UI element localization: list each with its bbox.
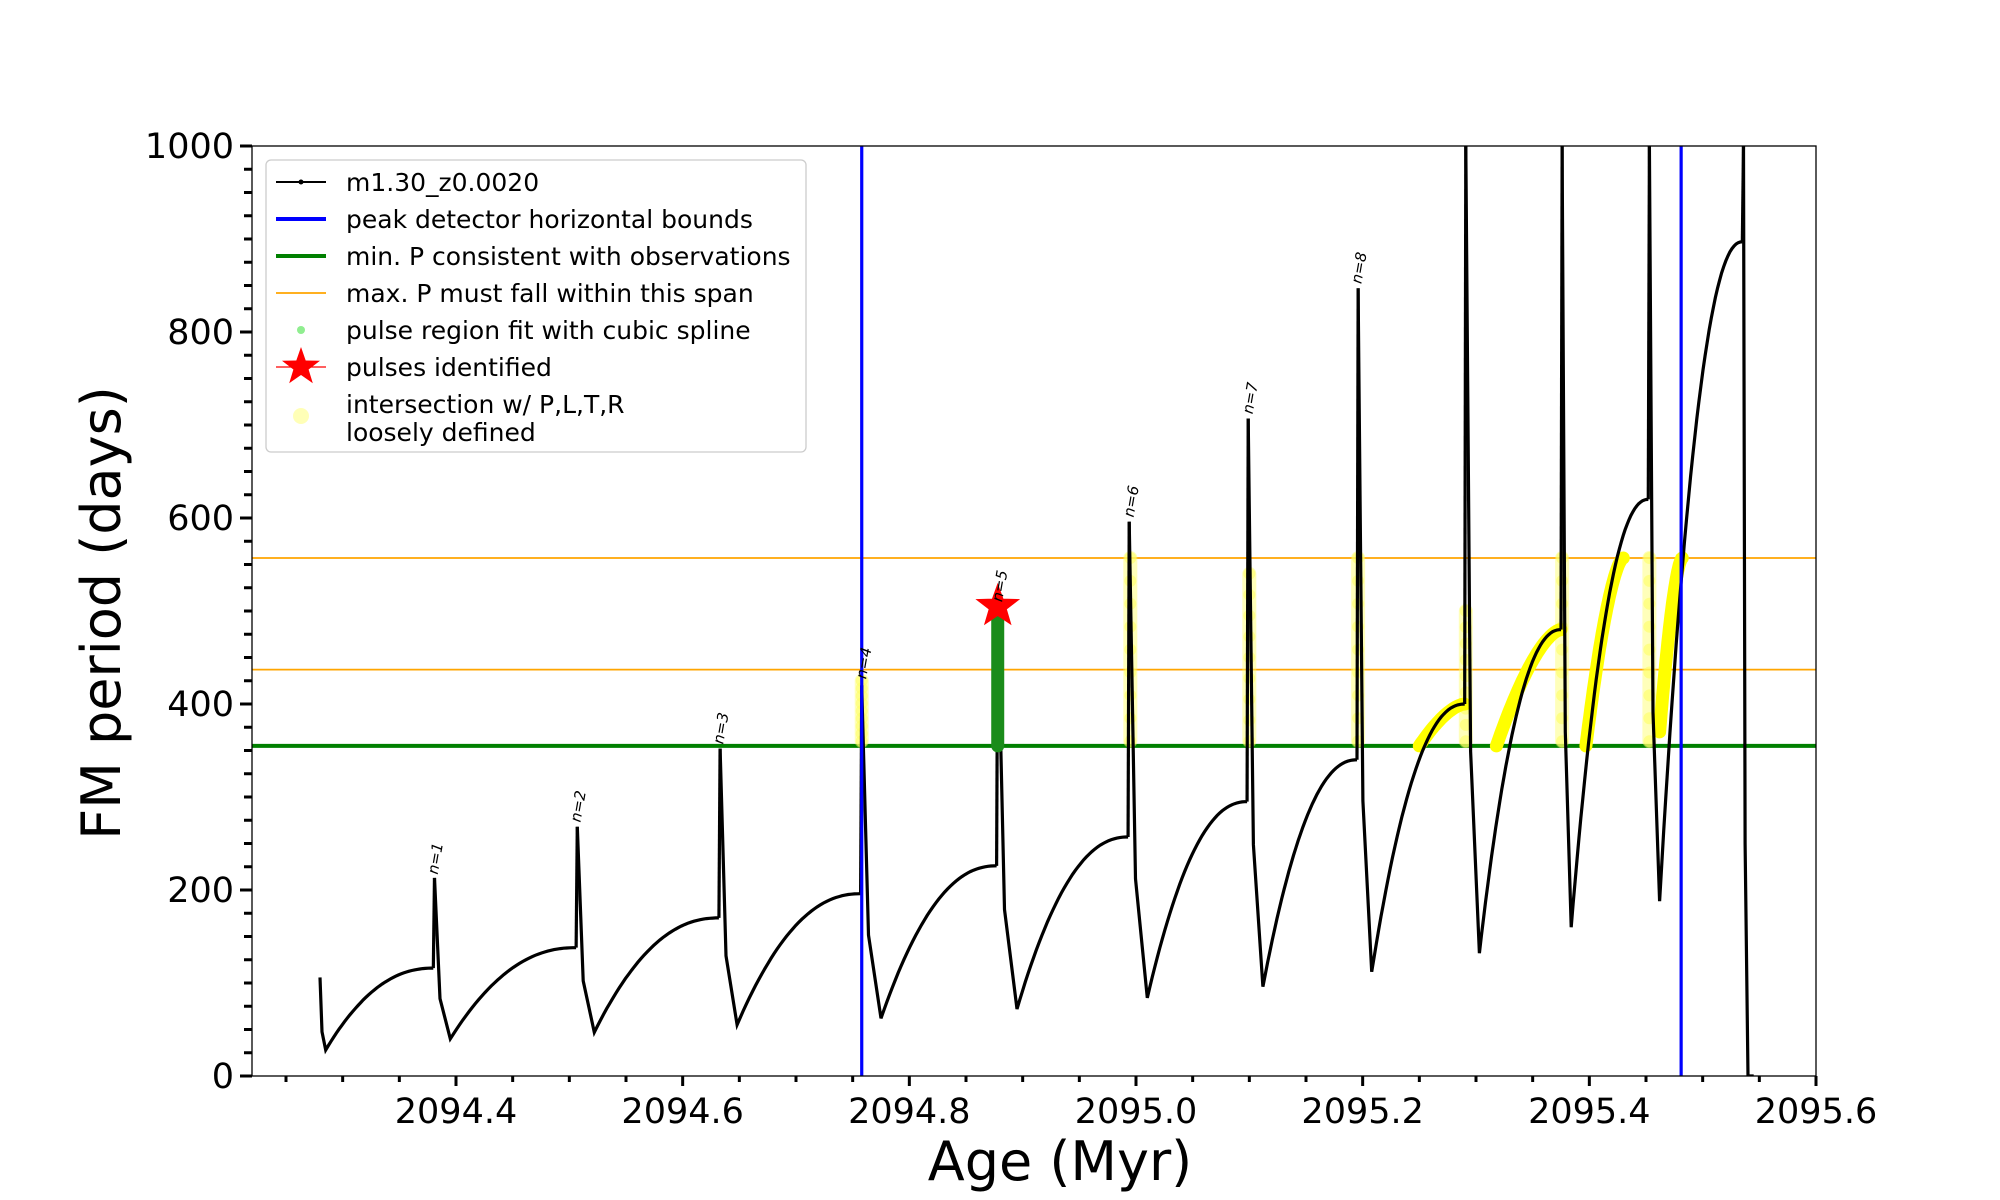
legend-dot-swatch bbox=[298, 179, 304, 185]
intersection-point bbox=[1243, 672, 1256, 685]
series-cycle bbox=[718, 748, 861, 1031]
intersection-point bbox=[1459, 735, 1472, 748]
legend-label: loosely defined bbox=[346, 418, 536, 447]
series-cycle bbox=[318, 966, 434, 1055]
intersection-point bbox=[1243, 714, 1256, 727]
x-tick-label: 2095.6 bbox=[1755, 1092, 1877, 1132]
intersection-point bbox=[1243, 651, 1256, 664]
legend-item: max. P must fall within this span bbox=[276, 279, 754, 308]
cycle-label: n=5 bbox=[988, 569, 1011, 603]
x-tick-label: 2094.6 bbox=[621, 1092, 743, 1132]
legend-item: min. P consistent with observations bbox=[276, 242, 791, 271]
cycle-label: n=4 bbox=[852, 646, 875, 680]
legend-box bbox=[265, 159, 807, 453]
legend-label: m1.30_z0.0020 bbox=[346, 168, 539, 197]
series-cycle bbox=[1560, 146, 1649, 928]
axes: 2094.4 2094.6 2094.8 2095.0 2095.2 2095.4 2095… bbox=[145, 127, 1877, 1132]
intersection-arc bbox=[1653, 551, 1689, 739]
legend-item: m1.30_z0.0020 bbox=[276, 168, 539, 197]
x-tick-label: 2095.4 bbox=[1528, 1092, 1650, 1132]
intersection-point bbox=[1124, 712, 1137, 725]
cycle-label: n=7 bbox=[1239, 380, 1262, 415]
legend-star-swatch bbox=[282, 347, 320, 384]
legend-label: intersection w/ P,L,T,R bbox=[346, 390, 625, 419]
cycle-label: n=3 bbox=[709, 711, 732, 745]
series-cycle bbox=[860, 685, 997, 1019]
series-cycle bbox=[1127, 521, 1248, 999]
y-tick-label: 600 bbox=[167, 499, 234, 539]
plot-data-layer bbox=[252, 146, 1816, 1076]
intersection-point bbox=[1243, 693, 1256, 706]
x-tick-label: 2094.8 bbox=[848, 1092, 970, 1132]
series-cycle bbox=[432, 877, 577, 1043]
y-tick-label: 400 bbox=[167, 685, 234, 725]
legend-dot-swatch bbox=[297, 326, 305, 334]
legend-label: pulse region fit with cubic spline bbox=[346, 316, 751, 345]
y-tick-label: 0 bbox=[212, 1057, 234, 1097]
pulse-star-marker bbox=[975, 582, 1021, 626]
cycle-label: n=2 bbox=[567, 789, 590, 823]
legend-item: pulse region fit with cubic spline bbox=[297, 316, 751, 345]
y-axis-label: FM period (days) bbox=[70, 386, 133, 840]
y-tick-label: 200 bbox=[167, 871, 234, 911]
y-tick-label: 1000 bbox=[145, 127, 234, 167]
intersection-point bbox=[1124, 689, 1137, 702]
x-tick-label: 2095.2 bbox=[1301, 1092, 1423, 1132]
cycle-labels: n=1 n=2 n=3 n=4 n=5 n=6 n=7 n=8 bbox=[424, 251, 1371, 876]
y-tick-label: 800 bbox=[167, 313, 234, 353]
legend-label: peak detector horizontal bounds bbox=[346, 205, 753, 234]
series-cycle bbox=[1647, 146, 1743, 902]
x-tick-label: 2094.4 bbox=[395, 1092, 517, 1132]
series-cycle bbox=[1246, 418, 1358, 988]
legend-item: peak detector horizontal bounds bbox=[276, 205, 753, 234]
legend-label: min. P consistent with observations bbox=[346, 242, 791, 271]
x-axis-label: Age (Myr) bbox=[928, 1130, 1193, 1193]
series-cycle bbox=[1464, 146, 1562, 954]
legend-label: max. P must fall within this span bbox=[346, 279, 754, 308]
series-cycle bbox=[1356, 288, 1465, 973]
legend-item: pulses identified bbox=[276, 347, 552, 384]
series-cycle bbox=[575, 826, 719, 1038]
series-cycle bbox=[996, 610, 1129, 1010]
cycle-label: n=1 bbox=[424, 841, 447, 875]
legend-label: pulses identified bbox=[346, 353, 552, 382]
cycle-label: n=8 bbox=[1347, 251, 1370, 285]
legend-circle-swatch bbox=[293, 408, 309, 424]
x-tick-label: 2095.0 bbox=[1075, 1092, 1197, 1132]
cycle-label: n=6 bbox=[1120, 484, 1143, 518]
